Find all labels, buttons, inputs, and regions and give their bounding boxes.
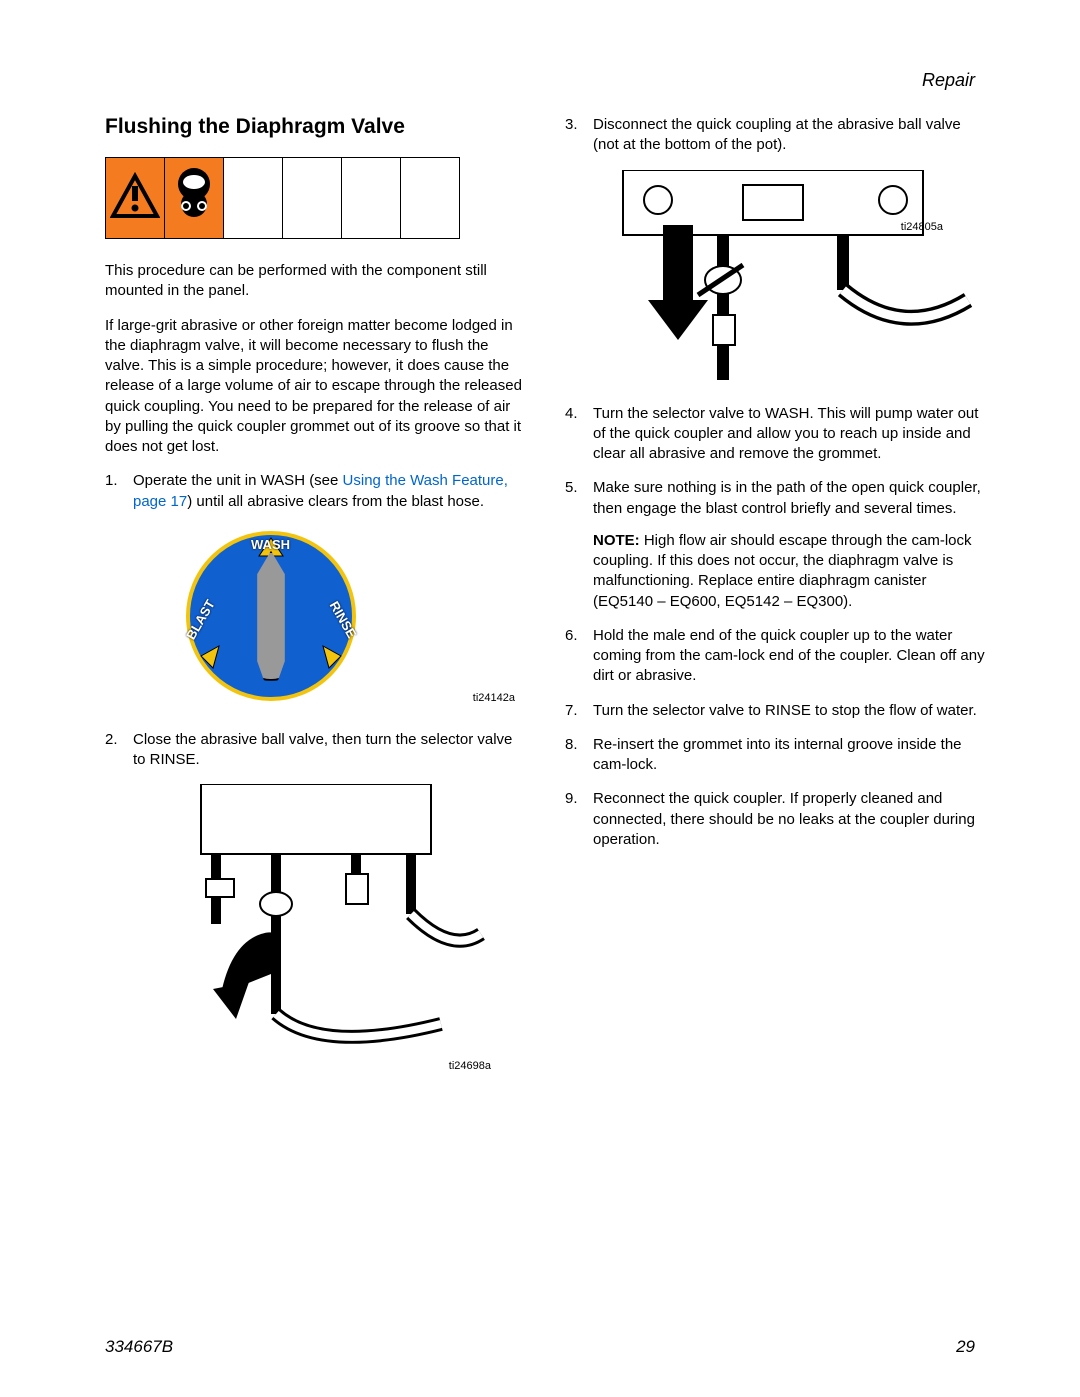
intro-paragraph-1: This procedure can be performed with the… xyxy=(105,261,525,302)
step-6-text: Hold the male end of the quick coupler u… xyxy=(593,627,985,685)
warning-empty-cell xyxy=(224,158,283,239)
selector-dial-figure: WASH BLAST RINSE ti24142a xyxy=(161,526,525,716)
right-step-list: Disconnect the quick coupling at the abr… xyxy=(565,115,985,850)
main-content: Flushing the Diaphragm Valve xyxy=(105,115,985,1088)
step-1: Operate the unit in WASH (see Using the … xyxy=(105,471,525,716)
ppe-respirator-icon xyxy=(165,158,224,239)
note-text: High flow air should escape through the … xyxy=(593,532,972,610)
section-header: Repair xyxy=(922,70,975,91)
step-1-text-a: Operate the unit in WASH (see xyxy=(133,472,343,489)
step-8-text: Re-insert the grommet into its internal … xyxy=(593,736,962,773)
warning-empty-cell xyxy=(283,158,342,239)
disconnect-coupling-figure: ti24805a xyxy=(593,170,985,390)
page-footer: 334667B 29 xyxy=(105,1337,975,1357)
figure-label-2: ti24698a xyxy=(449,1059,491,1074)
warning-triangle-icon xyxy=(106,158,165,239)
step-7-text: Turn the selector valve to RINSE to stop… xyxy=(593,702,977,719)
dial-wash-label: WASH xyxy=(251,536,290,554)
step-4: Turn the selector valve to WASH. This wi… xyxy=(565,404,985,465)
step-3: Disconnect the quick coupling at the abr… xyxy=(565,115,985,390)
rinse-valve-figure: ti24698a xyxy=(161,784,525,1074)
step-9-text: Reconnect the quick coupler. If properly… xyxy=(593,790,975,848)
warning-empty-cell xyxy=(342,158,401,239)
warning-icon-table xyxy=(105,157,460,239)
step-4-text: Turn the selector valve to WASH. This wi… xyxy=(593,405,978,463)
document-number: 334667B xyxy=(105,1337,173,1357)
step-5-note: NOTE: High flow air should escape throug… xyxy=(593,531,985,612)
figure-label-1: ti24142a xyxy=(473,691,515,706)
step-8: Re-insert the grommet into its internal … xyxy=(565,735,985,776)
note-label: NOTE: xyxy=(593,532,640,549)
page-number: 29 xyxy=(956,1337,975,1357)
step-1-text-b: ) until all abrasive clears from the bla… xyxy=(187,493,484,510)
left-step-list: Operate the unit in WASH (see Using the … xyxy=(105,471,525,1074)
left-column: Flushing the Diaphragm Valve xyxy=(105,115,525,1088)
right-column: Disconnect the quick coupling at the abr… xyxy=(565,115,985,1088)
intro-paragraph-2: If large-grit abrasive or other foreign … xyxy=(105,316,525,458)
step-3-text: Disconnect the quick coupling at the abr… xyxy=(593,116,961,153)
step-2-text: Close the abrasive ball valve, then turn… xyxy=(133,731,512,768)
step-5-text: Make sure nothing is in the path of the … xyxy=(593,479,981,516)
figure-label-3: ti24805a xyxy=(901,220,943,235)
warning-empty-cell xyxy=(401,158,460,239)
step-2: Close the abrasive ball valve, then turn… xyxy=(105,730,525,1075)
page-title: Flushing the Diaphragm Valve xyxy=(105,115,525,139)
step-7: Turn the selector valve to RINSE to stop… xyxy=(565,701,985,721)
step-6: Hold the male end of the quick coupler u… xyxy=(565,626,985,687)
step-5: Make sure nothing is in the path of the … xyxy=(565,478,985,612)
step-9: Reconnect the quick coupler. If properly… xyxy=(565,789,985,850)
